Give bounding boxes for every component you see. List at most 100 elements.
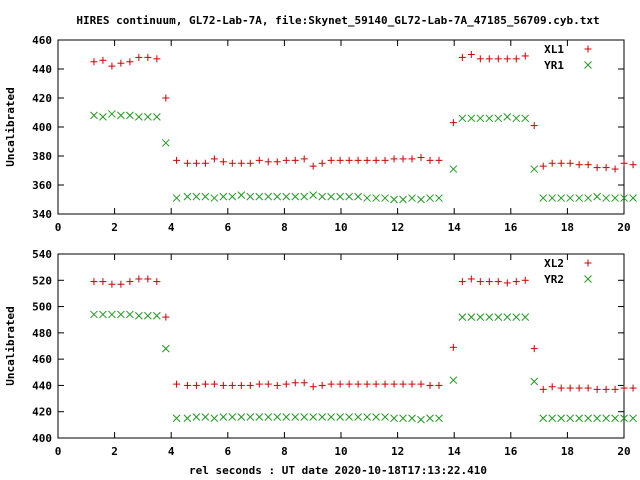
data-point xyxy=(264,192,273,201)
data-point xyxy=(210,155,218,163)
data-point xyxy=(327,413,336,421)
data-point xyxy=(539,385,547,393)
y-tick-label: 420 xyxy=(32,92,52,105)
data-point xyxy=(485,114,494,123)
data-point xyxy=(390,380,398,388)
data-point xyxy=(372,156,380,164)
data-point xyxy=(426,194,434,202)
data-point xyxy=(620,414,628,423)
data-point xyxy=(485,313,494,321)
data-point xyxy=(309,383,317,391)
data-point xyxy=(548,194,557,202)
data-point xyxy=(228,413,237,421)
data-point xyxy=(108,280,116,288)
data-point xyxy=(135,311,143,320)
data-point xyxy=(172,194,181,202)
data-point xyxy=(126,310,134,319)
data-point xyxy=(372,413,380,421)
data-point xyxy=(219,413,228,421)
bottom-panel: 400 420 440 460 480 500 520 540 0 2 4 6 8 10 12 14 16 18 2… xyxy=(4,248,637,458)
data-point xyxy=(539,162,547,170)
y-tick-label: 340 xyxy=(32,208,52,221)
data-point xyxy=(399,155,407,163)
data-point xyxy=(530,122,538,130)
data-point xyxy=(503,55,511,63)
data-point xyxy=(593,192,601,201)
data-point xyxy=(494,278,502,286)
data-point xyxy=(161,139,170,147)
y-axis-label: Uncalibrated xyxy=(4,306,17,385)
data-point xyxy=(255,192,264,201)
data-point xyxy=(467,313,476,321)
data-point xyxy=(228,192,237,201)
data-point xyxy=(192,159,200,167)
data-point xyxy=(135,275,143,283)
data-point xyxy=(417,415,425,424)
data-point xyxy=(539,194,548,202)
data-point xyxy=(336,192,344,201)
data-point xyxy=(449,343,457,351)
data-point xyxy=(629,414,637,423)
data-point xyxy=(611,194,619,202)
data-point xyxy=(476,313,485,321)
data-point xyxy=(255,380,263,388)
data-point xyxy=(426,414,434,423)
data-point xyxy=(584,161,592,169)
data-point xyxy=(458,313,467,321)
data-point xyxy=(476,114,485,123)
data-point xyxy=(300,379,308,387)
data-point xyxy=(183,381,191,389)
data-point xyxy=(282,192,291,201)
data-point xyxy=(345,413,353,421)
data-point xyxy=(426,156,434,164)
data-point xyxy=(381,413,389,421)
data-point xyxy=(291,156,299,164)
legend-label: XL2 xyxy=(544,257,564,270)
data-point xyxy=(309,191,318,200)
data-point xyxy=(503,112,512,121)
data-point xyxy=(557,384,565,392)
data-point xyxy=(345,380,353,388)
x-tick-label: 0 xyxy=(55,221,62,234)
data-point xyxy=(557,194,566,202)
data-point xyxy=(458,53,466,61)
data-point xyxy=(620,159,628,167)
plot-frame xyxy=(57,39,625,215)
x-tick-label: 14 xyxy=(448,445,462,458)
data-point xyxy=(192,381,200,389)
data-point xyxy=(467,275,475,283)
data-point xyxy=(354,192,362,201)
data-point xyxy=(282,380,290,388)
data-point xyxy=(246,413,255,421)
y-tick-label: 400 xyxy=(32,432,52,445)
x-tick-label: 6 xyxy=(224,445,231,458)
data-point xyxy=(530,345,538,353)
data-point xyxy=(336,413,344,421)
y-axis-label: Uncalibrated xyxy=(4,87,17,166)
y-tick-label: 480 xyxy=(32,327,52,340)
data-point xyxy=(117,310,125,319)
data-point xyxy=(467,51,475,58)
data-point xyxy=(575,161,583,169)
data-point xyxy=(318,159,326,167)
data-point xyxy=(354,413,362,421)
x-tick-label: 16 xyxy=(504,445,518,458)
data-point xyxy=(584,384,592,392)
data-point xyxy=(548,383,556,391)
data-point xyxy=(162,94,170,102)
data-point xyxy=(318,381,326,389)
data-point xyxy=(390,155,398,163)
data-point xyxy=(503,313,512,321)
y-tick-label: 380 xyxy=(32,150,52,163)
data-point xyxy=(246,159,254,167)
legend-marker xyxy=(584,275,592,283)
data-point xyxy=(172,414,181,423)
data-point xyxy=(327,156,335,164)
data-point xyxy=(629,194,637,202)
data-point xyxy=(152,112,161,121)
data-point xyxy=(246,381,254,389)
data-point xyxy=(237,159,245,167)
data-point xyxy=(539,414,548,423)
data-point xyxy=(318,192,327,201)
data-point xyxy=(408,155,416,163)
